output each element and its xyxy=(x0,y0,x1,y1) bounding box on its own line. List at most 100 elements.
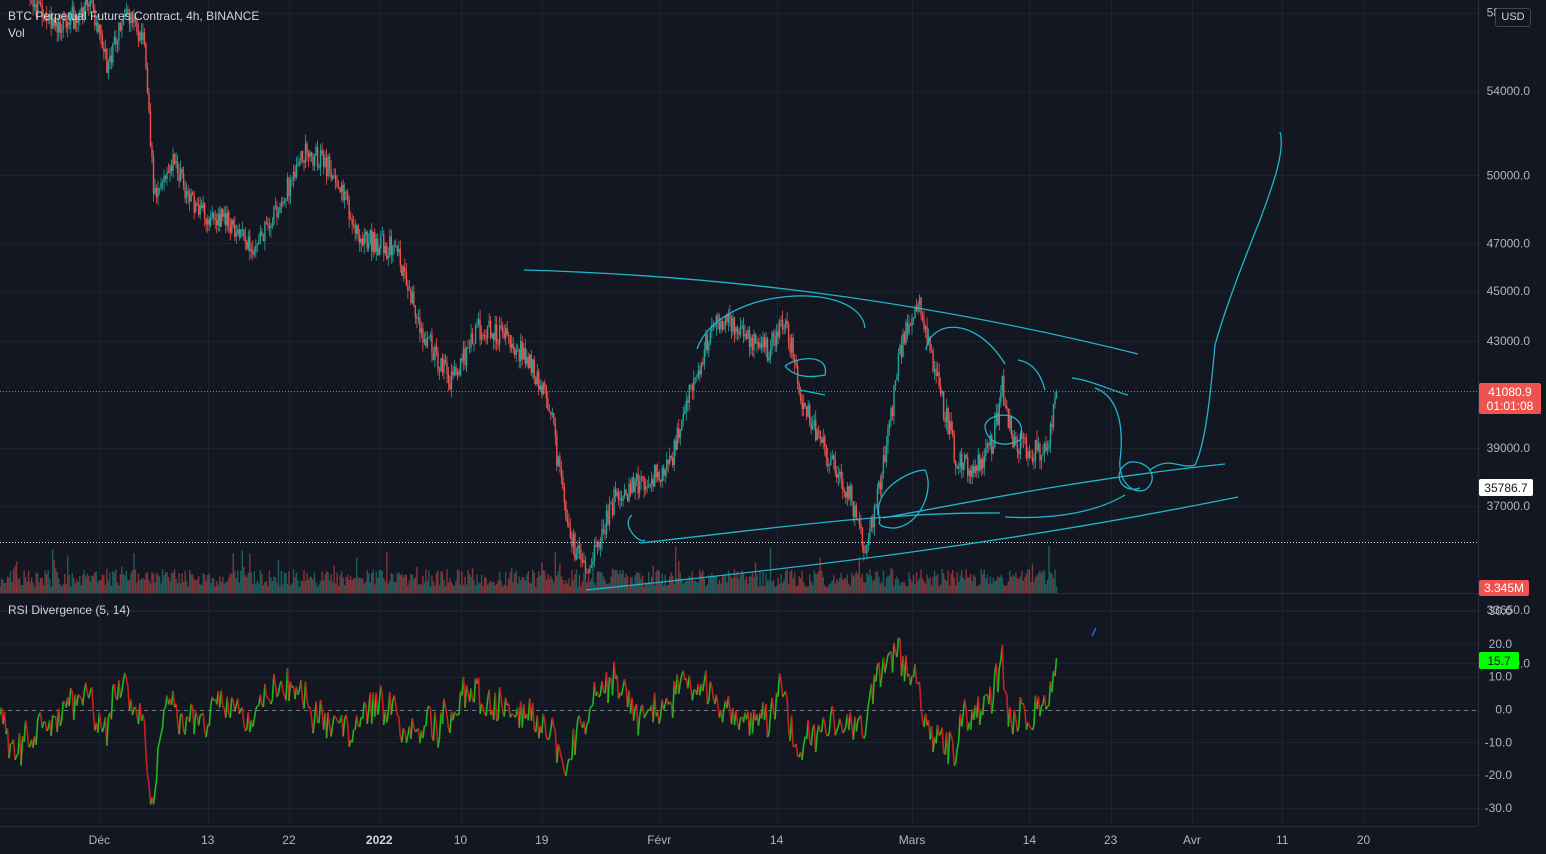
volume-bar xyxy=(869,569,871,593)
candle xyxy=(137,22,140,47)
trendline-drawing[interactable] xyxy=(925,326,1006,365)
candle-body xyxy=(214,218,216,221)
candle-body xyxy=(738,331,740,335)
candle-body xyxy=(777,331,779,337)
volume-bar xyxy=(187,586,189,593)
rsi-segment xyxy=(709,681,713,687)
candle-body xyxy=(670,456,672,458)
candle xyxy=(303,159,305,172)
candle-body xyxy=(211,212,213,218)
volume-legend[interactable]: Vol xyxy=(8,26,25,40)
volume-bar xyxy=(623,577,626,593)
volume-bar xyxy=(551,579,554,593)
volume-bar xyxy=(444,586,447,593)
volume-bar xyxy=(479,583,481,593)
rsi-legend[interactable]: RSI Divergence (5, 14) xyxy=(8,603,131,617)
candle-body xyxy=(315,146,317,156)
volume-bar xyxy=(453,586,456,593)
rsi-segment xyxy=(608,676,612,680)
volume-bar xyxy=(957,581,960,593)
currency-button[interactable]: USD xyxy=(1495,8,1531,27)
candle-body xyxy=(1019,433,1022,454)
candle-body xyxy=(775,331,778,347)
trendline-drawing[interactable] xyxy=(1149,131,1282,471)
volume-bar xyxy=(568,578,570,593)
rsi-segment xyxy=(259,694,263,706)
rsi-axis[interactable]: 30.020.010.00.0-10.0-20.0-30.0 xyxy=(1485,604,1513,815)
time-tick-label: 22 xyxy=(282,833,296,847)
candle xyxy=(666,451,668,478)
candle-body xyxy=(241,229,244,231)
candle-body xyxy=(891,408,894,417)
volume-bar xyxy=(684,582,686,593)
candle xyxy=(529,353,531,368)
candle-body xyxy=(620,498,623,501)
trendline-drawings[interactable] xyxy=(523,131,1282,637)
volume-bar xyxy=(283,572,286,593)
rsi-segment xyxy=(119,690,123,698)
rsi-tick-label: -20.0 xyxy=(1485,768,1513,782)
rsi-segment xyxy=(836,726,840,731)
candle-body xyxy=(881,473,883,490)
candle xyxy=(97,13,99,35)
volume-bar xyxy=(539,575,541,593)
candle xyxy=(911,313,913,335)
trendline-drawing[interactable] xyxy=(882,463,1226,519)
candle-body xyxy=(85,0,87,6)
candle-body xyxy=(628,483,630,501)
volume-bar xyxy=(506,586,508,593)
candle-body xyxy=(1004,405,1007,407)
candle-body xyxy=(530,354,532,373)
price-tick-label: 50000.0 xyxy=(1487,168,1531,182)
trendline-drawing[interactable] xyxy=(639,512,1001,544)
trendline-drawing[interactable] xyxy=(984,414,1023,445)
volume-bar xyxy=(970,573,972,593)
candle xyxy=(414,305,417,325)
candle xyxy=(380,230,382,255)
volume-bar xyxy=(228,577,230,593)
candle-body xyxy=(426,338,429,347)
candle-body xyxy=(894,380,897,387)
trendline-drawing[interactable] xyxy=(784,357,827,378)
candle xyxy=(589,564,591,574)
trendline-drawing[interactable] xyxy=(877,469,929,529)
trendline-drawing[interactable] xyxy=(799,389,826,396)
volume-bar xyxy=(365,581,367,593)
volume-bar xyxy=(929,577,931,593)
candle xyxy=(739,317,742,338)
candle xyxy=(95,15,98,33)
candle xyxy=(538,368,540,396)
volume-bar xyxy=(225,582,227,593)
candle xyxy=(357,223,359,243)
symbol-legend[interactable]: BTC Perpetual Futures Contract, 4h, BINA… xyxy=(8,9,260,23)
trendline-drawing[interactable] xyxy=(585,496,1239,591)
volume-bar xyxy=(109,572,111,593)
volume-bar xyxy=(831,580,833,593)
trendline-drawing[interactable] xyxy=(1004,494,1126,519)
candle xyxy=(446,356,448,384)
volume-bar xyxy=(1027,569,1029,593)
volume-bar xyxy=(255,583,257,593)
volume-bar xyxy=(571,569,573,593)
trendline-drawing[interactable] xyxy=(627,514,646,542)
candle-body xyxy=(318,166,320,168)
trendline-drawing[interactable] xyxy=(696,295,866,350)
trendline-drawing[interactable] xyxy=(1094,387,1153,492)
candle xyxy=(219,205,221,232)
trendline-drawing[interactable] xyxy=(1071,377,1129,396)
volume-bar xyxy=(241,550,244,593)
time-axis[interactable]: Déc 13 22 2022 10 19 Févr 14 Mars 14 23 Avr 11 20 xyxy=(89,833,1371,847)
rsi-segment xyxy=(669,701,672,704)
candle xyxy=(664,468,666,484)
volume-bar xyxy=(9,570,12,593)
candle-body xyxy=(888,420,891,429)
candle-body xyxy=(601,529,603,544)
trendline-drawing[interactable] xyxy=(523,269,1139,355)
rsi-segment xyxy=(721,710,725,723)
candle xyxy=(1006,400,1008,412)
candle xyxy=(1001,375,1004,398)
candle xyxy=(283,197,286,206)
volume-bar xyxy=(708,574,710,593)
trendline-drawing[interactable] xyxy=(1017,359,1046,391)
